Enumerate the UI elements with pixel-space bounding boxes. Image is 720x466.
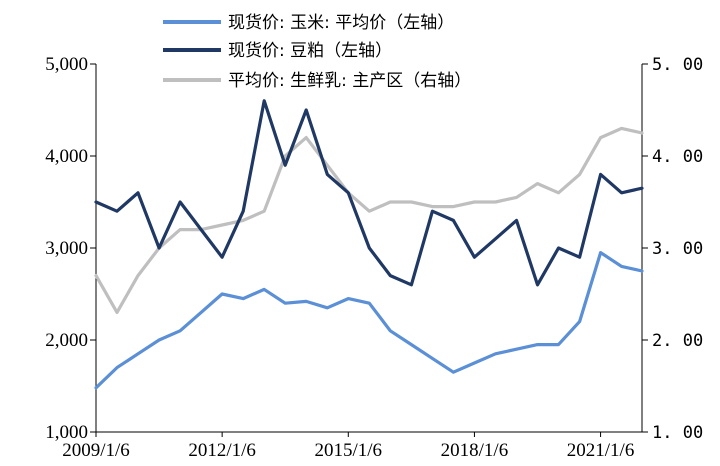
right-tick-label: 3. 00 [652,239,703,259]
series-line-corn [94,251,644,390]
left-tick-label: 4,000 [45,146,88,167]
left-axis-ticks: 1,000 2,000 3,000 4,000 5,000 [45,54,96,443]
x-tick-label: 2009/1/6 [62,440,130,461]
x-tick-label: 2021/1/6 [567,440,635,461]
series-lines [94,99,644,390]
x-tick-label: 2015/1/6 [315,440,383,461]
legend-label-soymeal: 现货价: 豆粕（左轴） [228,41,392,61]
legend-label-milk: 平均价: 生鲜乳: 主产区（右轴） [228,71,471,91]
right-tick-label: 2. 00 [652,331,703,351]
right-tick-label: 1. 00 [652,423,703,443]
right-tick-label: 5. 00 [652,55,703,75]
left-tick-label: 3,000 [45,238,88,259]
left-tick-label: 5,000 [45,54,88,75]
legend-label-corn: 现货价: 玉米: 平均价（左轴） [228,13,454,33]
series-line-soymeal [94,99,644,287]
x-tick-label: 2018/1/6 [441,440,509,461]
x-tick-label: 2012/1/6 [188,440,256,461]
right-axis-ticks: 1. 00 2. 00 3. 00 4. 00 5. 00 [642,55,703,443]
series-line-milk [94,126,644,314]
right-tick-label: 4. 00 [652,147,703,167]
left-tick-label: 2,000 [45,330,88,351]
x-axis-ticks: 2009/1/6 2012/1/6 2015/1/6 2018/1/6 2021/1/6 [62,432,634,461]
legend: 现货价: 玉米: 平均价（左轴） 现货价: 豆粕（左轴） 平均价: 生鲜乳: 主… [163,13,471,91]
left-tick-label: 1,000 [45,422,88,443]
